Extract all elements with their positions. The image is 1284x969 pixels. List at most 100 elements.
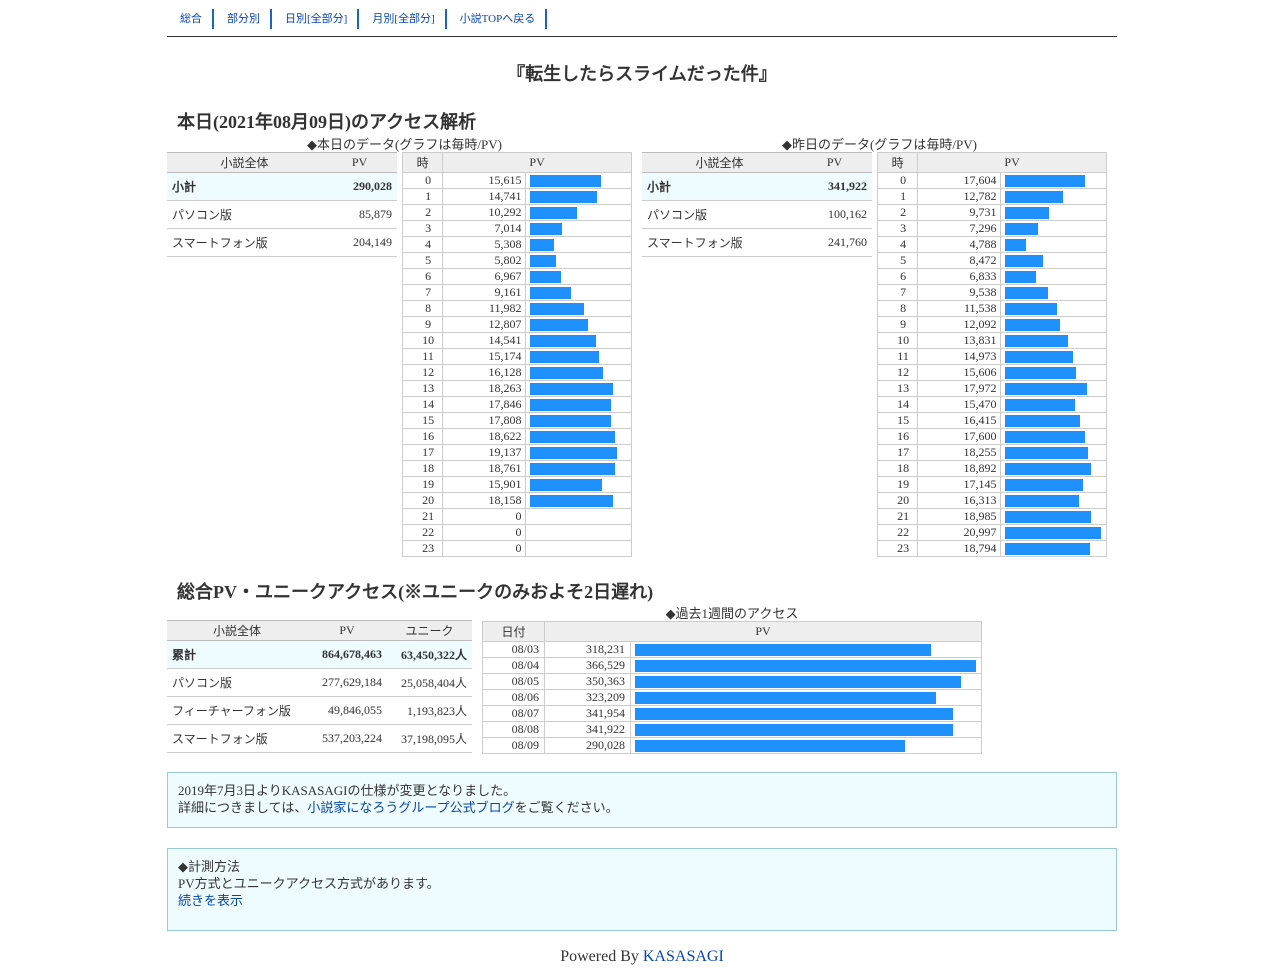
hour-cell: 9 xyxy=(401,316,444,333)
pv-bar xyxy=(1004,206,1050,219)
bar-cell xyxy=(999,300,1108,317)
hour-cell: 12 xyxy=(876,364,919,381)
notice-line: 2019年7月3日よりKASASAGIの仕様が変更となりました。 xyxy=(178,783,517,798)
pv-bar xyxy=(529,190,597,203)
show-more-link[interactable]: 続きを表示 xyxy=(178,893,244,908)
pv-bar xyxy=(1004,222,1038,235)
bar-cell xyxy=(999,220,1108,237)
pv-cell: 16,415 xyxy=(917,412,1001,429)
bar-cell xyxy=(524,460,633,477)
hour-cell: 22 xyxy=(401,524,444,541)
bar-cell xyxy=(524,540,633,557)
row-pv: 864,678,463 xyxy=(307,640,387,669)
pv-bar xyxy=(529,270,562,283)
pv-bar xyxy=(529,366,604,379)
date-cell: 08/07 xyxy=(482,705,545,722)
pv-cell: 0 xyxy=(442,524,526,541)
pv-cell: 19,137 xyxy=(442,444,526,461)
pv-cell: 18,761 xyxy=(442,460,526,477)
bar-cell xyxy=(999,524,1108,541)
pv-cell: 18,622 xyxy=(442,428,526,445)
hour-cell: 17 xyxy=(876,444,919,461)
pv-cell: 20,997 xyxy=(917,524,1001,541)
table-row: 5 8,472 xyxy=(876,252,1108,269)
pv-cell: 9,538 xyxy=(917,284,1001,301)
pv-cell: 13,831 xyxy=(917,332,1001,349)
bar-cell xyxy=(999,396,1108,413)
hour-cell: 10 xyxy=(401,332,444,349)
pv-cell: 323,209 xyxy=(544,689,631,706)
today-summary-table: 小説全体 PV 小計 290,028 パソコン版 85,879 スマートフォン版… xyxy=(167,152,397,257)
nav-link-novel-top[interactable]: 小説TOPへ戻る xyxy=(459,13,536,25)
table-row: 19 15,901 xyxy=(401,476,633,493)
bar-cell xyxy=(524,508,633,525)
nav-link-daily[interactable]: 日別[全部分] xyxy=(285,13,348,25)
table-row: 16 18,622 xyxy=(401,428,633,445)
bar-cell xyxy=(999,444,1108,461)
kasasagi-link[interactable]: KASASAGI xyxy=(642,948,724,965)
pv-bar xyxy=(529,414,611,427)
hour-cell: 4 xyxy=(401,236,444,253)
hour-cell: 1 xyxy=(876,188,919,205)
hour-cell: 5 xyxy=(876,252,919,269)
pv-bar xyxy=(529,302,585,315)
table-row: 08/06 323,209 xyxy=(482,689,982,706)
table-row: 08/05 350,363 xyxy=(482,673,982,690)
bar-cell xyxy=(999,284,1108,301)
bar-cell xyxy=(524,316,633,333)
table-row: 14 17,846 xyxy=(401,396,633,413)
weekly-table: 日付 PV 08/03 318,231 08/04 366,529 08/05 350,3… xyxy=(482,621,982,754)
bar-cell xyxy=(999,332,1108,349)
hour-cell: 11 xyxy=(876,348,919,365)
header-novel-total: 小説全体 xyxy=(642,152,797,173)
row-label: パソコン版 xyxy=(167,668,307,697)
pv-bar xyxy=(1004,286,1049,299)
pv-bar xyxy=(635,643,932,656)
nav-link-monthly[interactable]: 月別[全部分] xyxy=(372,13,435,25)
hour-cell: 4 xyxy=(876,236,919,253)
header-hour: 時 xyxy=(401,152,444,173)
pv-bar xyxy=(529,494,613,507)
date-cell: 08/03 xyxy=(482,641,545,658)
pv-bar xyxy=(529,350,599,363)
table-row: 8 11,982 xyxy=(401,300,633,317)
bar-cell xyxy=(524,412,633,429)
header-pv: PV xyxy=(917,152,1107,173)
pv-bar xyxy=(529,446,618,459)
hour-cell: 1 xyxy=(401,188,444,205)
table-row: 22 20,997 xyxy=(876,524,1108,541)
table-row: パソコン版 100,162 xyxy=(642,200,872,229)
bar-cell xyxy=(999,460,1108,477)
nav-link-overall[interactable]: 総合 xyxy=(180,13,202,25)
bar-cell xyxy=(524,332,633,349)
header-pv: PV xyxy=(307,620,387,641)
table-row: 18 18,761 xyxy=(401,460,633,477)
pv-bar xyxy=(1004,270,1036,283)
hour-cell: 8 xyxy=(876,300,919,317)
hour-cell: 6 xyxy=(876,268,919,285)
bar-cell xyxy=(630,657,982,674)
pv-bar xyxy=(529,334,596,347)
bar-cell xyxy=(524,476,633,493)
pv-cell: 18,263 xyxy=(442,380,526,397)
bar-cell xyxy=(630,689,982,706)
pv-bar xyxy=(529,238,554,251)
row-pv: 537,203,224 xyxy=(307,724,387,753)
table-row: 11 15,174 xyxy=(401,348,633,365)
pv-bar xyxy=(529,174,601,187)
table-row: 08/03 318,231 xyxy=(482,641,982,658)
nav-item-by-part: 部分別 xyxy=(214,9,272,29)
official-blog-link[interactable]: 小説家になろうグループ公式ブログ xyxy=(307,800,515,815)
hour-cell: 20 xyxy=(401,492,444,509)
pv-bar xyxy=(1004,398,1076,411)
nav-link-by-part[interactable]: 部分別 xyxy=(227,13,260,25)
table-header-row: 時 PV xyxy=(876,152,1107,173)
pv-cell: 6,833 xyxy=(917,268,1001,285)
nav-list: 総合 部分別 日別[全部分] 月別[全部分] 小説TOPへ戻る xyxy=(167,9,1117,29)
hour-cell: 3 xyxy=(876,220,919,237)
pv-cell: 15,174 xyxy=(442,348,526,365)
pv-bar xyxy=(529,382,614,395)
header-novel-total: 小説全体 xyxy=(167,620,307,641)
pv-bar xyxy=(529,430,615,443)
row-label: パソコン版 xyxy=(642,200,797,229)
